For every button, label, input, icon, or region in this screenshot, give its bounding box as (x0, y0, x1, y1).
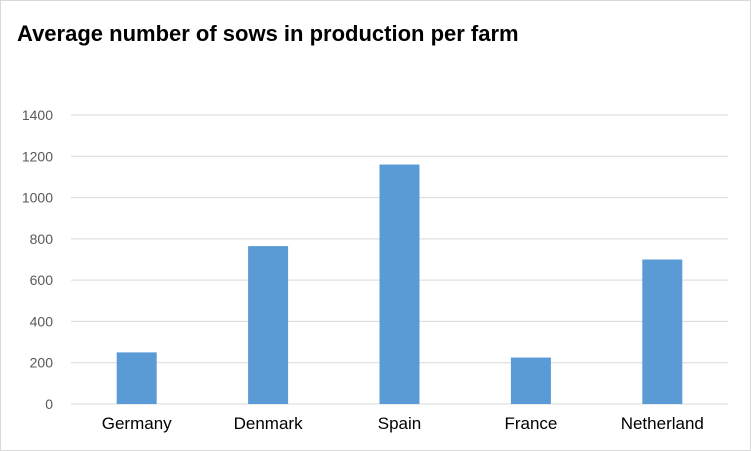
y-tick-label: 1400 (22, 107, 53, 123)
x-tick-label: Netherland (621, 414, 704, 433)
bar-germany (116, 352, 157, 404)
y-tick-label: 1000 (22, 190, 53, 206)
bar-france (510, 357, 551, 404)
y-tick-label: 600 (30, 272, 54, 288)
y-tick-label: 800 (30, 231, 54, 247)
chart-title: Average number of sows in production per… (17, 21, 519, 46)
y-tick-label: 400 (30, 313, 54, 329)
y-tick-label: 200 (30, 355, 54, 371)
bar-denmark (248, 246, 289, 404)
x-tick-label: France (504, 414, 557, 433)
y-tick-label: 1200 (22, 148, 53, 164)
bar-netherland (642, 259, 683, 404)
x-tick-label: Germany (102, 414, 172, 433)
x-tick-label: Spain (378, 414, 421, 433)
y-tick-label: 0 (45, 396, 53, 412)
x-tick-label: Denmark (234, 414, 303, 433)
bar-spain (379, 164, 420, 404)
